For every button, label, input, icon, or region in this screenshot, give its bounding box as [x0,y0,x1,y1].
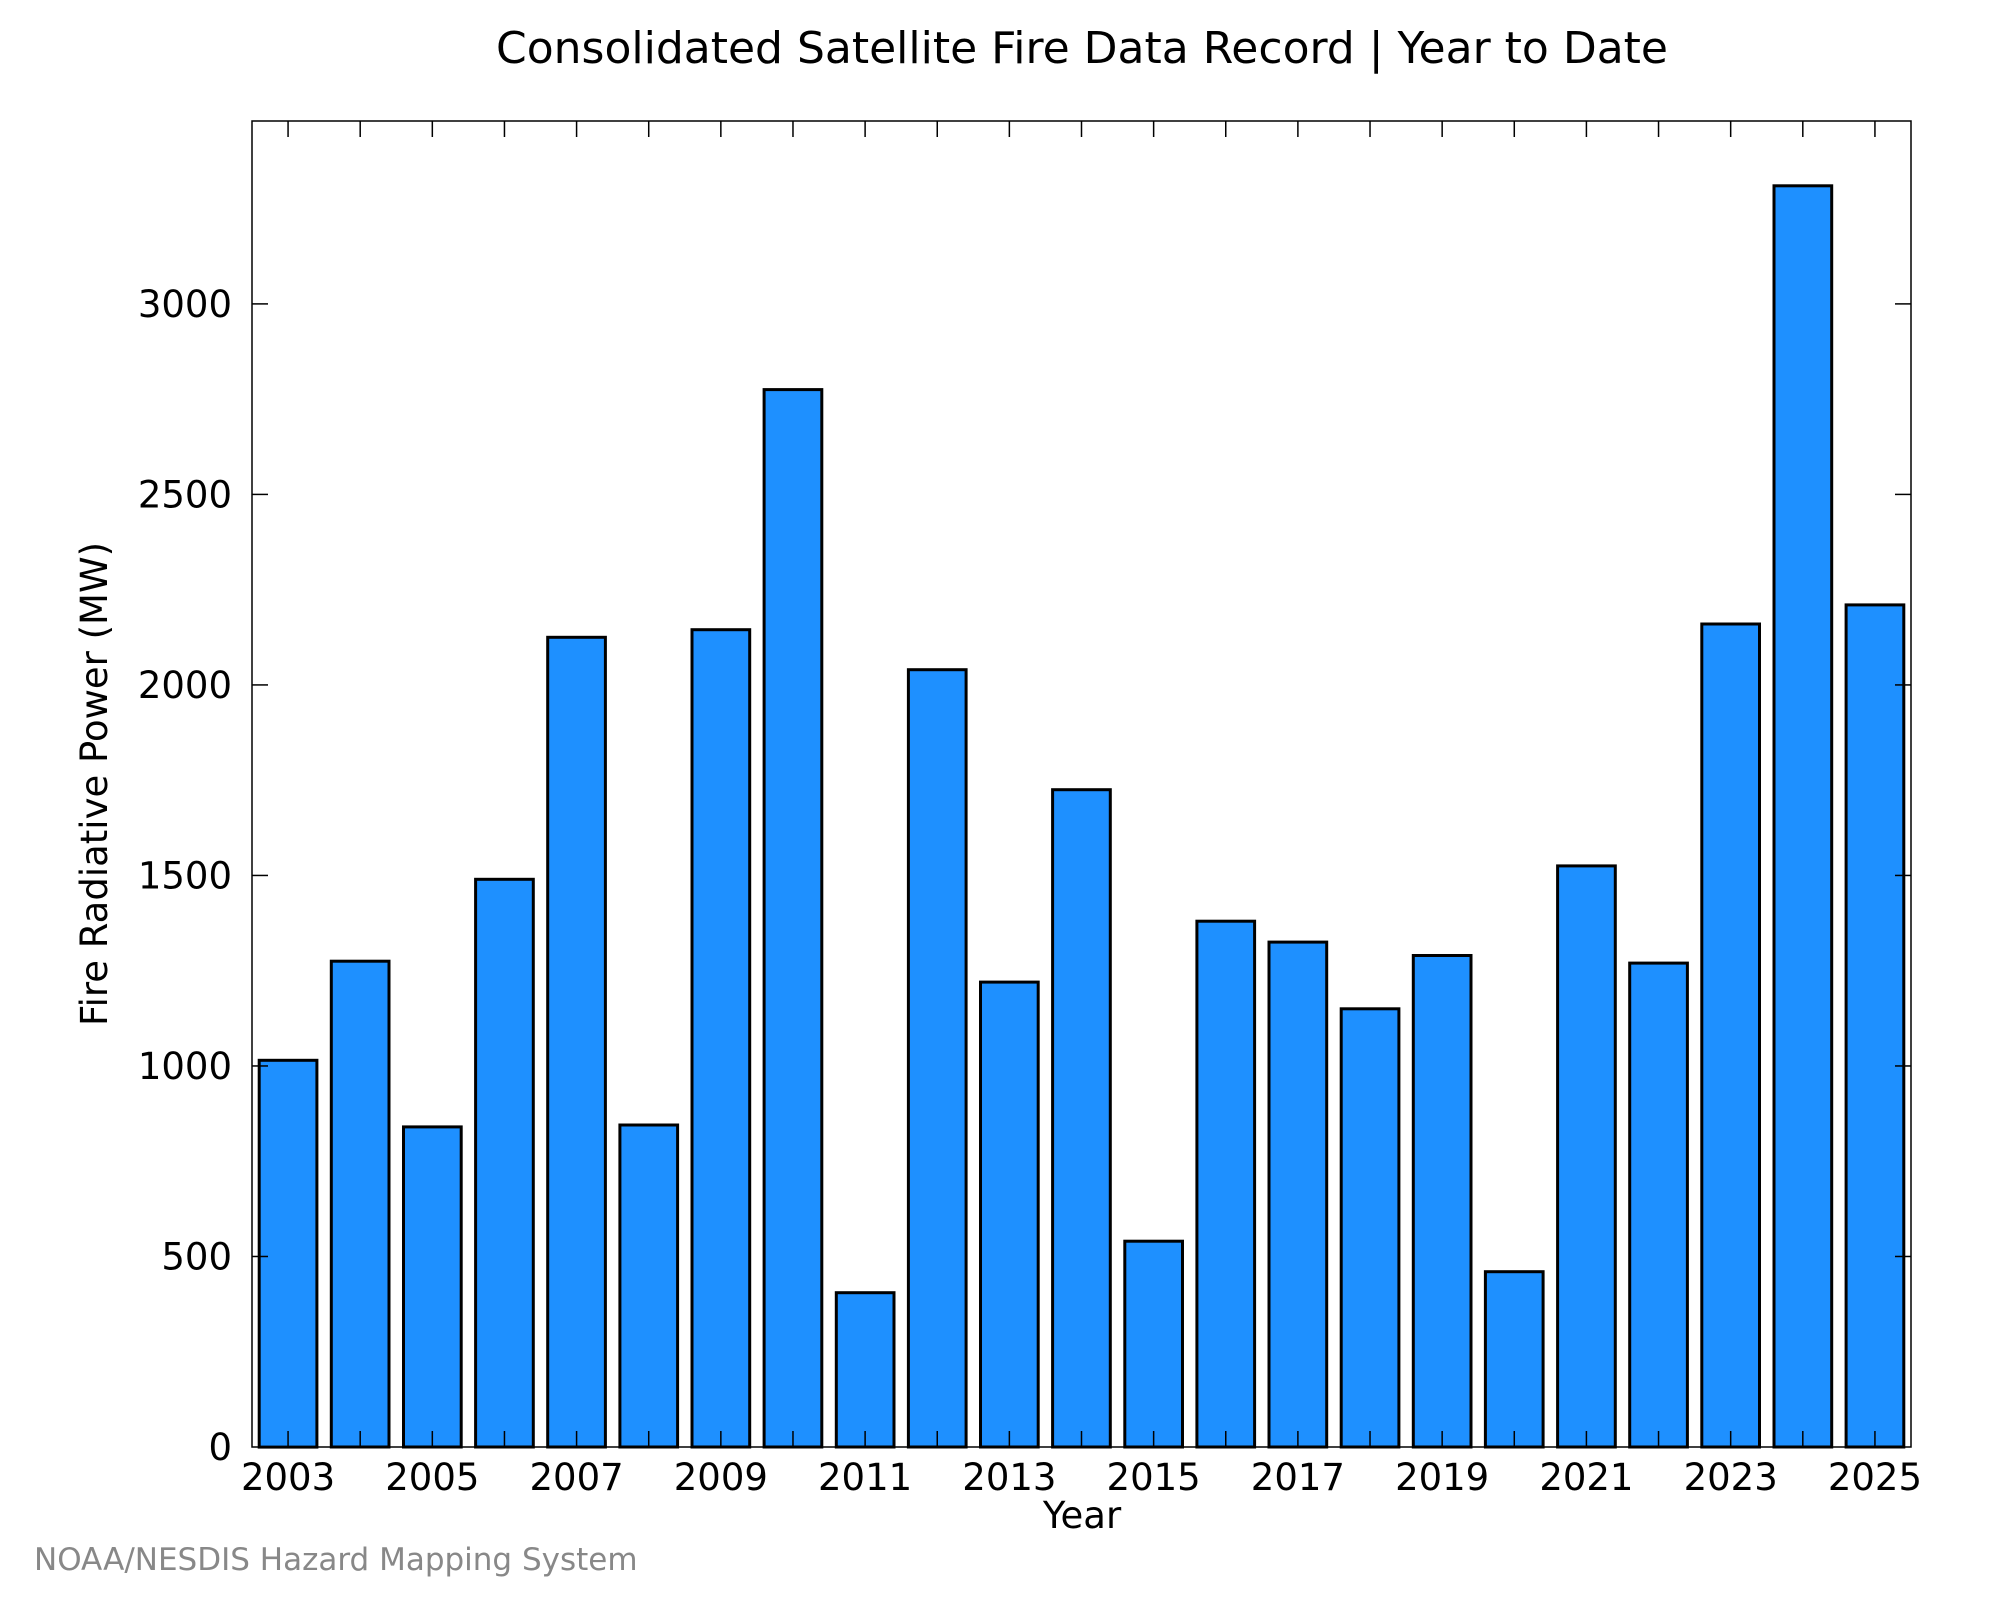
x-tick-label-2023: 2023 [1684,1456,1778,1499]
bar-2019 [1411,954,1473,1449]
x-tick-label-2011: 2011 [818,1456,912,1499]
bar-2011 [834,1291,896,1449]
y-tick-label-1000: 1000 [138,1045,232,1088]
bar-2012 [906,668,968,1449]
bar-2021 [1556,864,1617,1449]
bar-2006 [474,877,535,1449]
bar-2018 [1339,1007,1401,1449]
x-tick-label-2005: 2005 [385,1456,479,1499]
bar-2022 [1628,961,1689,1449]
bar-2025 [1844,603,1906,1449]
x-tick-label-2013: 2013 [962,1456,1056,1499]
bar-2005 [402,1125,463,1449]
chart-title: Consolidated Satellite Fire Data Record … [496,23,1668,74]
y-tick-label-2500: 2500 [138,473,232,516]
y-tick-label-500: 500 [161,1235,232,1278]
bar-2003 [257,1058,319,1449]
footer-credit: NOAA/NESDIS Hazard Mapping System [34,1542,638,1578]
x-tick-label-2009: 2009 [674,1456,768,1499]
bar-2007 [546,635,607,1449]
bar-2016 [1195,919,1257,1449]
bar-2010 [762,388,824,1449]
y-axis-label: Fire Radiative Power (MW) [73,542,116,1026]
bar-2004 [329,959,391,1449]
x-tick-label-2007: 2007 [530,1456,624,1499]
bars-group [257,184,1906,1449]
x-tick-label-2025: 2025 [1828,1456,1922,1499]
bar-2014 [1051,788,1112,1449]
bar-2009 [690,628,752,1449]
bar-2013 [979,980,1040,1449]
y-tick-label-2000: 2000 [138,664,232,707]
bar-2020 [1483,1270,1545,1449]
x-axis-label: Year [1042,1494,1122,1537]
x-tick-labels: 2003 2005 2007 2009 2011 2013 2015 2017 2019 2021… [241,1456,1922,1499]
bar-2015 [1123,1239,1185,1449]
bar-2023 [1700,622,1762,1449]
ticks-group [252,121,1911,1447]
bar-2008 [618,1123,680,1449]
x-tick-label-2019: 2019 [1395,1456,1489,1499]
y-tick-label-0: 0 [208,1426,232,1469]
bar-2017 [1267,940,1329,1449]
x-tick-label-2021: 2021 [1539,1456,1633,1499]
x-tick-label-2017: 2017 [1251,1456,1345,1499]
x-tick-label-2015: 2015 [1107,1456,1201,1499]
bar-2024 [1772,184,1834,1449]
y-tick-label-1500: 1500 [138,854,232,897]
y-tick-labels: 0 500 1000 1500 2000 2500 3000 [138,283,232,1469]
y-tick-label-3000: 3000 [138,283,232,326]
x-tick-label-2003: 2003 [241,1456,335,1499]
